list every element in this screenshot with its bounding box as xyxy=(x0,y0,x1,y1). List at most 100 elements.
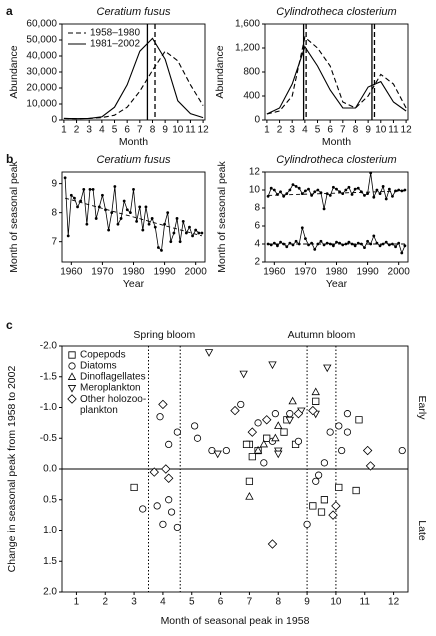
point xyxy=(322,207,326,211)
point xyxy=(149,467,159,477)
point xyxy=(294,239,298,243)
series-line xyxy=(63,50,204,120)
point xyxy=(300,226,304,230)
x-tick-label: 4 xyxy=(99,125,105,136)
point xyxy=(366,239,369,243)
point xyxy=(69,193,73,197)
point xyxy=(387,187,391,191)
point xyxy=(130,483,138,492)
point xyxy=(82,188,86,191)
point xyxy=(344,242,348,246)
point xyxy=(294,437,303,445)
point xyxy=(110,211,114,215)
chart: Cylindrotheca closterium Year Month of sea… xyxy=(216,154,410,290)
x-tick-label: 9 xyxy=(304,597,310,608)
point xyxy=(369,242,373,246)
point xyxy=(375,241,379,245)
point xyxy=(338,241,342,245)
point xyxy=(194,228,198,232)
point xyxy=(341,243,345,247)
point xyxy=(320,496,328,504)
point xyxy=(313,248,317,251)
x-tick-label: 1980 xyxy=(122,267,145,278)
point xyxy=(172,231,176,235)
point xyxy=(325,241,329,245)
legend-marker xyxy=(67,385,77,393)
x-tick-label: 11 xyxy=(388,125,399,136)
y-tick-label: 0.0 xyxy=(43,464,57,475)
y-tick-label: 4 xyxy=(254,239,260,250)
point xyxy=(261,415,272,425)
point xyxy=(269,186,273,190)
point xyxy=(325,192,329,196)
point xyxy=(266,194,270,198)
point xyxy=(197,231,201,235)
point xyxy=(362,445,373,456)
x-tick-label: 10 xyxy=(172,125,184,136)
x-tick-label: 12 xyxy=(401,125,413,136)
point xyxy=(328,510,338,520)
trend-line xyxy=(64,197,203,237)
point xyxy=(328,242,332,246)
y-tick-label: 8 xyxy=(51,207,57,218)
point xyxy=(91,188,95,191)
x-tick-label: 3 xyxy=(289,125,295,136)
point xyxy=(191,422,199,430)
x-tick-label: 11 xyxy=(360,597,371,608)
point xyxy=(313,190,317,194)
y-tick-label: 1.0 xyxy=(43,525,57,536)
point xyxy=(369,171,373,175)
point xyxy=(267,539,278,549)
panel-label: b xyxy=(6,152,13,166)
point xyxy=(272,241,276,245)
legend-label: Copepods xyxy=(80,350,126,361)
point xyxy=(335,483,343,492)
y-tick-label: 0.5 xyxy=(43,494,57,505)
point xyxy=(184,231,188,235)
point xyxy=(104,208,107,212)
chart: Cylindrotheca closterium Month Abundance 1 2… xyxy=(214,6,412,148)
x-axis-label: Month of seasonal peak in 1958 xyxy=(161,615,310,627)
y-tick-label: 1,200 xyxy=(235,43,260,54)
x-tick-label: 3 xyxy=(131,597,137,608)
y-axis-label: Month of seasonal peak xyxy=(216,161,228,273)
y-axis-label: Abundance xyxy=(214,45,226,98)
x-tick-label: 9 xyxy=(365,125,371,136)
point xyxy=(79,199,83,203)
point xyxy=(276,244,279,248)
point xyxy=(85,222,89,226)
point xyxy=(160,248,163,252)
point xyxy=(279,190,282,194)
y-tick-label: -1.0 xyxy=(40,402,58,413)
point xyxy=(285,192,289,196)
point xyxy=(245,477,254,485)
point xyxy=(343,410,352,418)
point xyxy=(350,242,354,246)
point xyxy=(204,349,214,357)
point xyxy=(331,185,335,189)
point xyxy=(319,239,323,243)
point xyxy=(394,189,397,193)
point xyxy=(230,405,240,416)
point xyxy=(247,427,258,437)
point xyxy=(274,450,283,459)
legend-label: Other holozoo-plankton xyxy=(80,394,146,416)
point xyxy=(167,508,176,516)
point xyxy=(159,520,167,528)
point xyxy=(268,361,277,370)
point xyxy=(297,186,301,190)
legend-label: 1958–1980 xyxy=(90,28,140,39)
y-tick-label: 10,000 xyxy=(26,99,57,110)
point xyxy=(66,234,70,238)
x-tick-label: 1970 xyxy=(294,267,317,278)
point xyxy=(297,242,301,246)
point xyxy=(88,188,92,191)
x-tick-label: 2 xyxy=(74,125,80,136)
point xyxy=(309,502,317,510)
point xyxy=(274,421,283,429)
point xyxy=(259,439,269,448)
y-tick-label: 12 xyxy=(249,167,261,178)
